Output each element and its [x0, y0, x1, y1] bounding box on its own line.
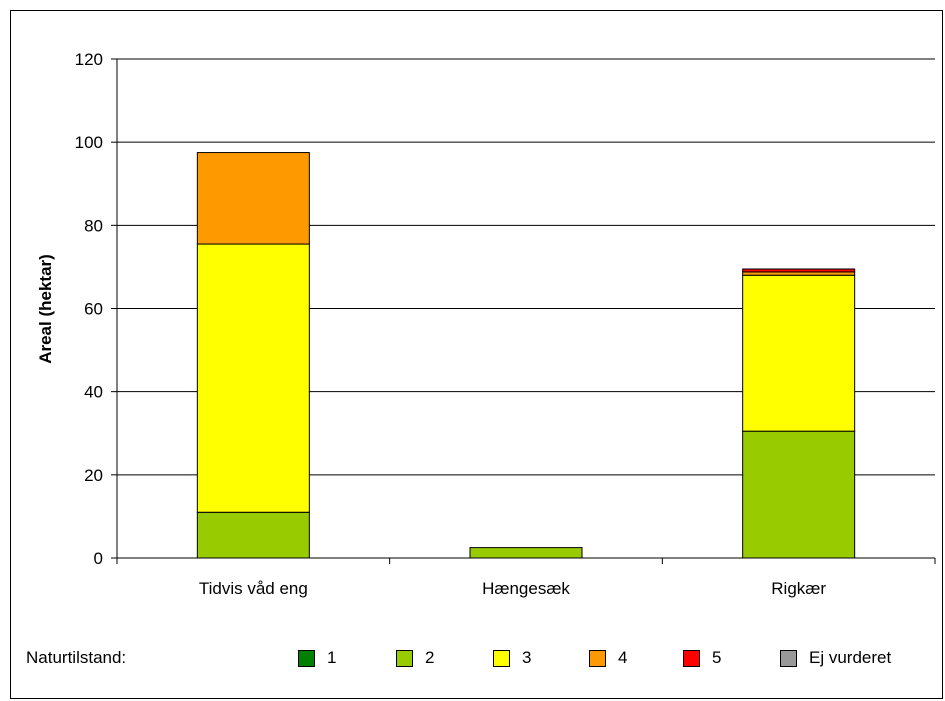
legend-swatch: [780, 649, 797, 667]
y-tick-label: 120: [75, 50, 103, 69]
bar-chart: 0 20 40 60 80 100 120 Tidvis våd eng Hængesæk Ri…: [36, 50, 936, 598]
x-tick-label: Hængesæk: [482, 579, 570, 598]
legend-item: Ej vurderet: [780, 646, 891, 670]
y-tick-label: 60: [84, 300, 103, 319]
bar-segment-5: [742, 268, 856, 273]
x-tick-label: Rigkær: [771, 579, 826, 598]
y-tick-label: 80: [84, 216, 103, 235]
x-tick-labels: Tidvis våd eng Hængesæk Rigkær: [199, 579, 827, 598]
legend-label: 2: [425, 648, 435, 667]
legend-label: 1: [327, 648, 337, 667]
legend-swatch: [298, 649, 315, 667]
legend-item: 1: [298, 646, 336, 670]
legend-label: 3: [522, 648, 532, 667]
bars: [196, 152, 856, 559]
bar-segment-3: [742, 274, 856, 432]
legend-swatch: [493, 649, 510, 667]
bar-segment-2: [196, 511, 310, 559]
legend-label: Ej vurderet: [809, 648, 892, 667]
x-tick-label: Tidvis våd eng: [199, 579, 308, 598]
legend-item: 5: [683, 646, 721, 670]
legend-swatch: [683, 649, 700, 667]
y-tick-label: 20: [84, 466, 103, 485]
legend-item: 2: [396, 646, 434, 670]
legend-item: 4: [589, 646, 627, 670]
bar-segment-4: [196, 152, 310, 245]
legend-swatch: [589, 649, 606, 667]
y-tick-label: 0: [94, 549, 103, 568]
bar-segment-2: [742, 430, 856, 559]
legend-swatch: [396, 649, 413, 667]
y-axis-label: Areal (hektar): [36, 254, 55, 364]
legend-label: 4: [618, 648, 628, 667]
y-tick-label: 100: [75, 133, 103, 152]
legend: Naturtilstand: 1 2 3 4 5 Ej vurderet: [0, 645, 945, 675]
legend-label: 5: [712, 648, 722, 667]
bar-segment-3: [196, 243, 310, 513]
axes: [111, 58, 936, 564]
legend-item: 3: [493, 646, 531, 670]
y-tick-labels: 0 20 40 60 80 100 120: [75, 50, 103, 568]
bar-segment-2: [469, 547, 583, 559]
legend-title: Naturtilstand:: [26, 648, 127, 667]
y-tick-label: 40: [84, 383, 103, 402]
